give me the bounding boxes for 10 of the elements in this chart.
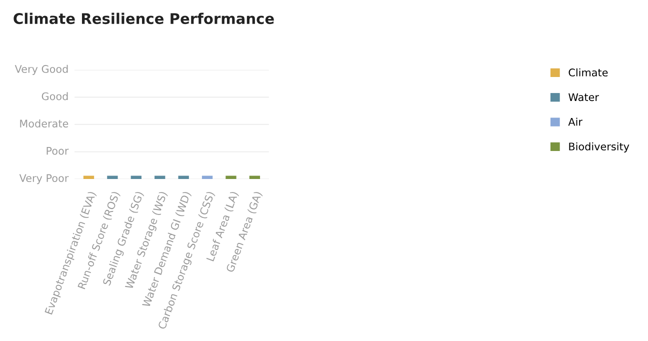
legend-label: Biodiversity xyxy=(569,142,630,152)
text: Very Poor xyxy=(19,174,69,184)
legend-label: Water xyxy=(568,93,599,102)
text: Moderate xyxy=(20,119,68,128)
legend-label: Climate xyxy=(568,68,608,76)
text: Very Good xyxy=(14,64,68,75)
text: Poor xyxy=(46,147,69,155)
chart-title: Climate Resilience Performance xyxy=(14,12,274,24)
text: Good xyxy=(42,92,68,100)
legend-label: Air xyxy=(568,118,582,126)
